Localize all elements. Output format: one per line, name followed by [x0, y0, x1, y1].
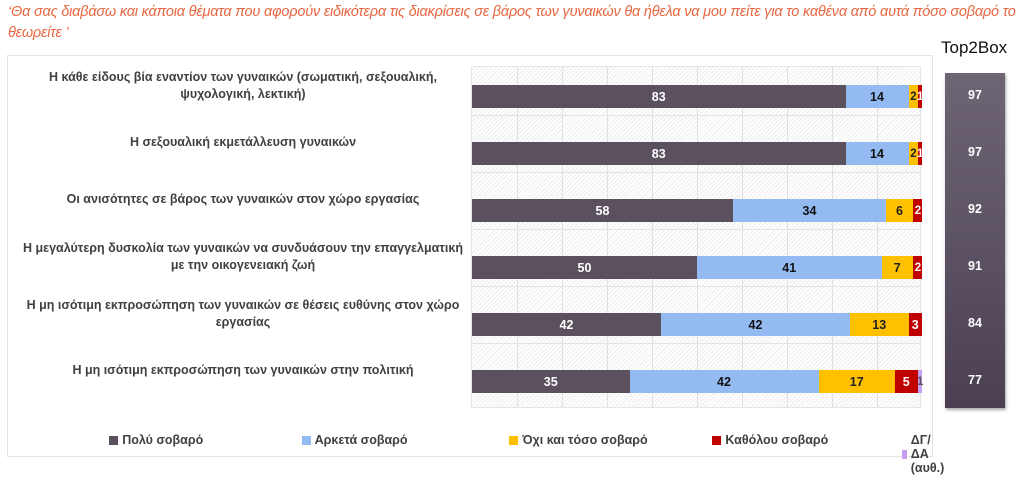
gridline-y [472, 172, 920, 173]
bar-segment-very-serious: 83 [472, 142, 846, 165]
bar-segment-not-serious: 1 [917, 85, 924, 108]
gridline-x [517, 67, 518, 407]
data-label: 2 [910, 90, 916, 103]
top2box-column: 97 97 92 91 84 77 [945, 73, 1005, 408]
bar-segment-not-serious: 2 [913, 256, 922, 279]
data-label: 3 [911, 317, 919, 332]
data-label: 50 [577, 260, 592, 275]
gridline-y [472, 343, 920, 344]
data-label: 2 [914, 204, 921, 217]
category-label: Η μη ισότιμη εκπροσώπηση των γυναικών σε… [26, 297, 460, 329]
data-label: 2 [910, 147, 916, 160]
top2box-value: 91 [968, 258, 982, 273]
bar-segment-not-serious: 3 [908, 313, 922, 336]
legend-swatch [301, 435, 311, 445]
legend-swatch [902, 449, 907, 459]
data-label: 42 [748, 317, 763, 332]
legend-swatch [109, 435, 119, 445]
bar-segment-not-serious: 1 [917, 142, 924, 165]
data-label: 6 [896, 203, 903, 218]
legend-label: ΔΓ/ΔΑ (αυθ.) [910, 433, 945, 475]
bar-segment-not-so-serious: 2 [908, 142, 918, 165]
gridline-x [562, 67, 563, 407]
bar-segment-very-serious: 83 [472, 85, 846, 108]
category-label: Η μη ισότιμη εκπροσώπηση των γυναικών στ… [72, 363, 414, 377]
category-label: Η κάθε είδους βία εναντίον των γυναικών … [49, 69, 437, 101]
gridline-x [697, 67, 698, 407]
gridline-y [472, 286, 920, 287]
gridline-x [607, 67, 608, 407]
bar-segment-dk-na: 1 [917, 370, 924, 393]
gridline-x [787, 67, 788, 407]
category-label: Οι ανισότητες σε βάρος των γυναικών στον… [66, 192, 420, 206]
legend-label: Αρκετά σοβαρό [314, 433, 408, 447]
gridline-x [832, 67, 833, 407]
data-label: 17 [849, 374, 864, 389]
gridline-y [472, 229, 920, 230]
legend: Πολύ σοβαρό Αρκετά σοβαρό Όχι και τόσο σοβ… [0, 433, 944, 475]
legend-item: Όχι και τόσο σοβαρό [509, 433, 648, 447]
legend-label: Καθόλου σοβαρό [725, 433, 829, 447]
legend-item: ΔΓ/ΔΑ (αυθ.) [902, 433, 949, 475]
gridline-y [472, 115, 920, 116]
category-label: Η σεξουαλική εκμετάλλευση γυναικών [129, 135, 357, 149]
data-label: 42 [717, 374, 731, 389]
data-label: 5 [902, 374, 910, 389]
bar-segment-quite-serious: 41 [697, 256, 882, 279]
data-label: 42 [559, 317, 574, 332]
bar-segment-not-serious: 2 [913, 199, 922, 222]
gridline-x [877, 67, 878, 407]
bar-segment-not-so-serious: 13 [850, 313, 909, 336]
data-label: 58 [595, 203, 610, 218]
legend-swatch [509, 435, 519, 445]
bar-segment-not-serious: 5 [895, 370, 918, 393]
survey-question: ‘Θα σας διαβάσω και κάποια θέματα που αφ… [8, 4, 1016, 41]
bar-segment-very-serious: 58 [472, 199, 733, 222]
data-label: 1 [917, 375, 923, 388]
data-label: 2 [914, 261, 921, 274]
gridline-x [742, 67, 743, 407]
data-label: 35 [543, 374, 558, 389]
data-label: 7 [893, 260, 901, 275]
legend-item: Καθόλου σοβαρό [712, 433, 828, 447]
bar-segment-quite-serious: 42 [661, 313, 850, 336]
bar-segment-quite-serious: 14 [845, 85, 909, 108]
top2box-value: 84 [968, 315, 982, 330]
plot-area: 83 14 2 1 83 14 2 1 58 34 6 2 50 41 7 2 42 42 13 3 35 42 17 5 1 [471, 66, 924, 408]
gridline-x [652, 67, 653, 407]
legend-swatch [712, 435, 722, 445]
bar-segment-quite-serious: 42 [629, 370, 819, 393]
bar-segment-not-so-serious: 17 [818, 370, 895, 393]
data-label: 83 [651, 89, 666, 104]
bar-segment-not-so-serious: 6 [886, 199, 913, 222]
bar-segment-very-serious: 50 [472, 256, 697, 279]
data-label: 1 [917, 147, 923, 160]
bar-segment-quite-serious: 34 [733, 199, 886, 222]
legend-item: Αρκετά σοβαρό [301, 433, 408, 447]
bar-segment-not-so-serious: 2 [908, 85, 918, 108]
data-label: 14 [870, 146, 884, 161]
data-label: 13 [872, 317, 887, 332]
top2box-value: 92 [968, 201, 982, 216]
top2box-title: Top2Box [941, 38, 1008, 57]
top2box-value: 77 [968, 372, 982, 387]
legend-label: Όχι και τόσο σοβαρό [522, 433, 648, 447]
legend-item: Πολύ σοβαρό [109, 433, 203, 447]
bar-segment-not-so-serious: 7 [881, 256, 913, 279]
data-label: 1 [917, 90, 923, 103]
legend-label: Πολύ σοβαρό [122, 433, 204, 447]
bar-segment-quite-serious: 14 [845, 142, 909, 165]
data-label: 34 [802, 203, 817, 218]
bar-segment-very-serious: 42 [472, 313, 661, 336]
top2box-value: 97 [968, 87, 982, 102]
bar-segment-very-serious: 35 [472, 370, 630, 393]
data-label: 41 [782, 260, 797, 275]
category-label: Η μεγαλύτερη δυσκολία των γυναικών να συ… [23, 240, 463, 272]
data-label: 83 [651, 146, 666, 161]
data-label: 14 [870, 89, 884, 104]
top2box-value: 97 [968, 144, 982, 159]
